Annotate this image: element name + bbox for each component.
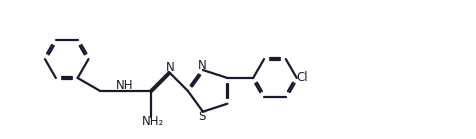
Text: Cl: Cl [296, 71, 308, 85]
Text: N: N [166, 61, 175, 74]
Text: N: N [198, 59, 207, 72]
Text: NH₂: NH₂ [142, 115, 164, 127]
Text: NH: NH [116, 79, 133, 92]
Text: S: S [198, 110, 205, 123]
